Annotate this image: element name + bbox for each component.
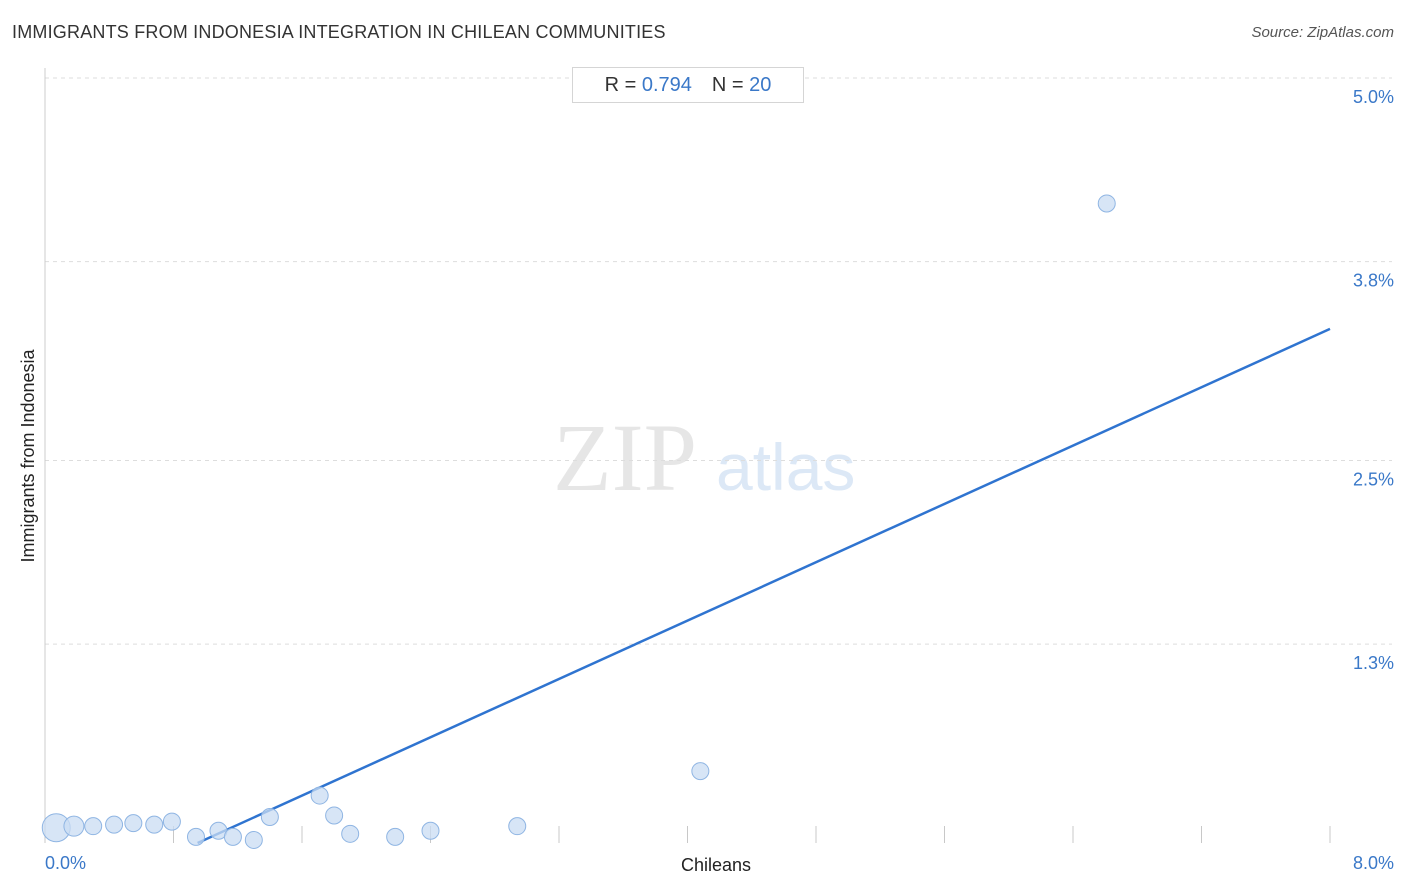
y-tick-labels: 1.3% 2.5% 3.8% 5.0%: [1353, 87, 1394, 673]
data-point: [223, 827, 242, 846]
n-label: N =: [711, 74, 750, 96]
trend-line-layer: [197, 327, 1331, 845]
y-tick-label: 1.3%: [1353, 653, 1394, 673]
data-point: [421, 821, 440, 840]
data-point: [508, 817, 527, 836]
chart-title: IMMIGRANTS FROM INDONESIA INTEGRATION IN…: [12, 22, 666, 42]
watermark-zip: ZIP: [553, 404, 697, 511]
data-point: [145, 815, 164, 834]
data-point: [310, 786, 329, 805]
x-tick-label-min: 0.0%: [45, 853, 86, 873]
data-point: [105, 815, 124, 834]
n-value: 20: [749, 74, 772, 96]
trend-line: [197, 327, 1331, 845]
grid-lines: [45, 77, 1392, 645]
data-point: [260, 807, 279, 826]
watermark-atlas: atlas: [716, 430, 855, 504]
data-point: [1097, 194, 1116, 213]
x-axis-label: Chileans: [681, 855, 751, 875]
data-point: [63, 815, 85, 837]
data-point: [124, 814, 143, 833]
data-point: [244, 830, 263, 849]
r-value: 0.794: [641, 74, 692, 96]
x-tick-marks: [44, 826, 1331, 843]
data-points: [41, 194, 1116, 849]
data-point: [162, 812, 181, 831]
data-point: [186, 827, 205, 846]
y-axis-label: Immigrants from Indonesia: [18, 348, 38, 562]
r-label: R =: [604, 74, 642, 96]
data-point: [325, 806, 344, 825]
data-point: [386, 827, 405, 846]
y-tick-label: 3.8%: [1353, 271, 1394, 291]
watermark: ZIP atlas: [553, 404, 855, 511]
data-point: [341, 824, 360, 843]
data-point: [691, 762, 710, 781]
source-credit: Source: ZipAtlas.com: [1251, 24, 1394, 41]
y-tick-label: 2.5%: [1353, 470, 1394, 490]
data-point: [84, 817, 103, 836]
x-tick-label-max: 8.0%: [1353, 853, 1394, 873]
stats-box: R = 0.794 N = 20: [572, 67, 804, 103]
y-tick-label: 5.0%: [1353, 87, 1394, 107]
